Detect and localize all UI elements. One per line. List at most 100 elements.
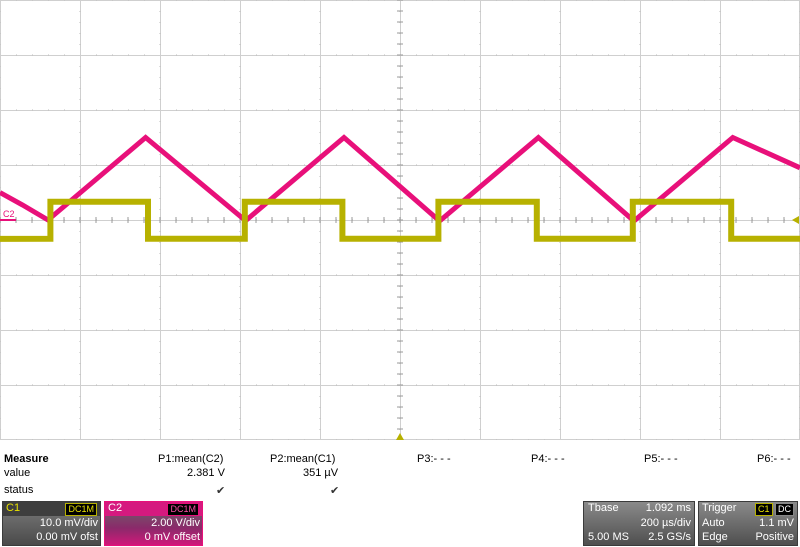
grid-dot [304,384,305,386]
grid-dot [159,374,161,375]
grid-dot [192,164,193,166]
grid-dot [704,274,705,276]
grid-dot [559,176,561,177]
grid-dot [768,384,769,386]
grid-dot [576,329,577,331]
grid-dot [319,198,321,199]
c1-label: C1 [6,502,21,514]
grid-dot [0,341,1,342]
grid-dot [576,384,577,386]
grid-dot [752,274,753,276]
grid-dot [544,439,545,440]
grid-dot [224,0,225,1]
grid-dot [544,54,545,56]
grid-dot [416,384,417,386]
grid-dot [128,384,129,386]
param-p6-name[interactable]: P6:- - - [757,453,791,465]
measure-table[interactable]: Measure value status P1:mean(C2) 2.381 V… [0,450,800,498]
grid-dot [144,54,145,56]
param-p5-name[interactable]: P5:- - - [644,453,678,465]
grid-dot [576,274,577,276]
grid-dot [688,274,689,276]
grid-dot [159,121,161,122]
grid-dot [192,329,193,331]
param-p2-name[interactable]: P2:mean(C1) [270,453,336,465]
param-p4-name[interactable]: P4:- - - [531,453,565,465]
grid-dot [496,164,497,166]
grid-dot [719,198,721,199]
grid-dot [79,363,81,364]
grid-dot [559,77,561,78]
grid-dot [688,439,689,440]
waveform-display[interactable]: C2 [0,0,800,440]
grid-dot [639,308,641,309]
grid-dot [112,54,113,56]
grid-dot [79,44,81,45]
grid-dot [752,109,753,111]
grid-dot [479,297,481,298]
grid-dot [719,77,721,78]
grid-dot [319,374,321,375]
grid-dot [639,242,641,243]
grid-dot [559,11,561,12]
grid-dot [688,329,689,331]
waveform-grid: C2 [0,0,800,440]
grid-dot [159,66,161,67]
grid-dot [64,0,65,1]
grid-dot [208,54,209,56]
c1-descriptor[interactable]: C1 DC1M 10.0 mV/div 0.00 mV ofst [2,501,101,546]
grid-dot [352,274,353,276]
grid-dot [79,231,81,232]
grid-dot [96,329,97,331]
grid-dot [239,297,241,298]
grid-dot [592,384,593,386]
grid-dot [0,187,1,188]
grid-dot [96,0,97,1]
grid-dot [16,0,17,1]
grid-dot [352,164,353,166]
grid-dot [752,164,753,166]
grid-dot [448,0,449,1]
grid-dot [192,0,193,1]
param-p3-name[interactable]: P3:- - - [417,453,451,465]
grid-dot [336,274,337,276]
grid-dot [752,329,753,331]
grid-dot [768,109,769,111]
grid-dot [112,439,113,440]
grid-dot [624,0,625,1]
grid-dot [639,11,641,12]
grid-dot [319,77,321,78]
grid-dot [624,329,625,331]
c2-descriptor[interactable]: C2 DC1M 2.00 V/div 0 mV offset [104,501,203,546]
param-p1-name[interactable]: P1:mean(C2) [158,453,224,465]
grid-dot [319,352,321,353]
grid-dot [736,164,737,166]
grid-dot [32,329,33,331]
grid-dot [319,264,321,265]
grid-dot [624,439,625,440]
grid-dot [559,88,561,89]
grid-dot [159,264,161,265]
grid-dot [176,329,177,331]
grid-dot [719,429,721,430]
timebase-rate: 2.5 GS/s [648,531,691,543]
grid-dot [159,209,161,210]
grid-dot [304,109,305,111]
grid-dot [719,319,721,320]
trigger-descriptor[interactable]: Trigger C1 DC Auto 1.1 mV Edge Positive [698,501,798,546]
trigger-mode: Auto [702,517,725,529]
grid-dot [0,143,1,144]
grid-dot [479,198,481,199]
grid-dot [719,264,721,265]
timebase-descriptor[interactable]: Tbase 1.092 ms 200 µs/div 5.00 MS 2.5 GS… [583,501,695,546]
grid-dot [496,329,497,331]
grid-dot [639,99,641,100]
grid-dot [608,274,609,276]
grid-dot [559,231,561,232]
grid-dot [479,22,481,23]
grid-dot [208,0,209,1]
grid-dot [272,0,273,1]
grid-dot [656,439,657,440]
grid-dot [319,209,321,210]
grid-dot [79,198,81,199]
